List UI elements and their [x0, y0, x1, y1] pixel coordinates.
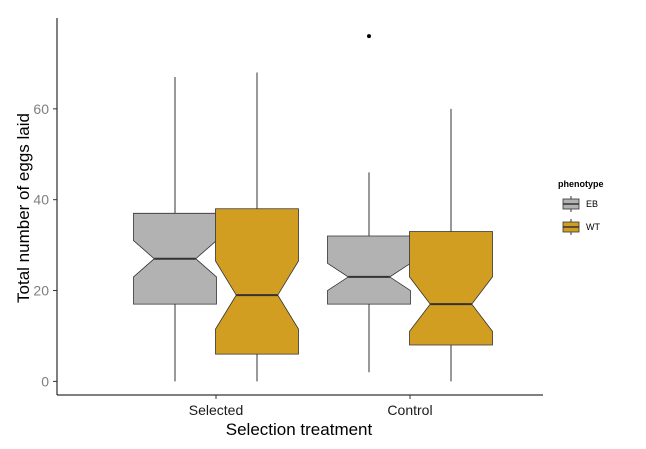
legend-title: phenotype	[558, 179, 604, 189]
box-wt-control	[409, 231, 493, 346]
x-tick-label-selected: Selected	[189, 402, 243, 418]
x-tick-label-control: Control	[387, 402, 432, 418]
legend-key-wt	[562, 219, 580, 235]
legend: phenotype EB WT	[558, 179, 604, 235]
boxes-layer	[133, 34, 493, 382]
box-eb-control-outlier	[367, 34, 371, 39]
legend-label-wt: WT	[586, 222, 600, 232]
y-tick-label: 60	[33, 101, 49, 117]
y-tick-label: 20	[33, 283, 49, 299]
y-axis-title: Total number of eggs laid	[14, 113, 33, 303]
legend-key-eb	[562, 196, 580, 212]
x-axis-title: Selection treatment	[226, 420, 373, 439]
box-eb-control	[327, 235, 411, 305]
box-wt-selected	[215, 208, 299, 355]
y-tick-label: 0	[41, 373, 49, 389]
legend-label-eb: EB	[586, 199, 598, 209]
y-tick-label: 40	[33, 192, 49, 208]
axes-layer: 0 20 40 60 Selected Control	[33, 18, 543, 418]
